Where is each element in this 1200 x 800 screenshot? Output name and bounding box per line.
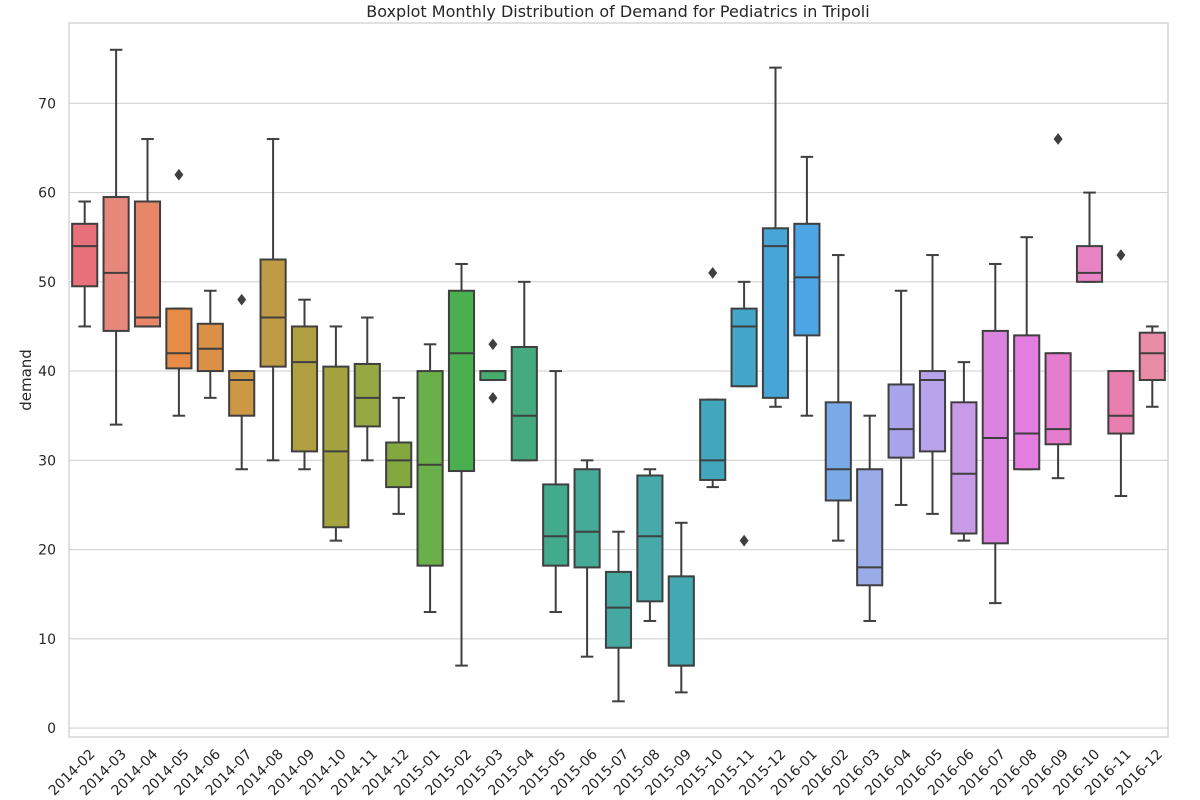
box-group bbox=[385, 396, 413, 515]
y-tick-label: 40 bbox=[38, 364, 56, 380]
box-iqr bbox=[1138, 331, 1166, 382]
box-group bbox=[510, 280, 538, 462]
box-group bbox=[196, 289, 224, 399]
y-axis-title: demand bbox=[17, 349, 35, 411]
box-iqr bbox=[71, 222, 99, 288]
box-iqr bbox=[1075, 245, 1104, 283]
box-group bbox=[290, 298, 319, 471]
box-group bbox=[259, 138, 287, 462]
box-group bbox=[667, 521, 695, 694]
y-tick-label: 10 bbox=[38, 632, 56, 648]
box-iqr bbox=[447, 289, 476, 473]
outlier-marker bbox=[708, 267, 718, 279]
box-group bbox=[824, 254, 852, 542]
box-group bbox=[322, 325, 350, 542]
outlier-marker bbox=[174, 168, 184, 181]
plot-frame bbox=[68, 22, 1169, 738]
box-group bbox=[416, 343, 444, 614]
box-group bbox=[793, 155, 821, 417]
box-iqr bbox=[133, 200, 162, 328]
y-tick-label: 70 bbox=[38, 96, 56, 112]
box-iqr bbox=[636, 474, 664, 603]
outlier-marker bbox=[237, 293, 247, 306]
box-iqr bbox=[322, 365, 350, 529]
box-group bbox=[1075, 191, 1104, 283]
box-group bbox=[699, 267, 727, 489]
box-iqr bbox=[196, 322, 224, 373]
box-group bbox=[887, 289, 915, 506]
y-tick-label: 50 bbox=[38, 275, 56, 291]
box-group bbox=[102, 48, 130, 426]
y-axis-ticks: 0 10 20 30 40 50 60 70 bbox=[38, 96, 56, 737]
box-iqr bbox=[793, 222, 821, 337]
box-iqr bbox=[573, 468, 601, 569]
box-group bbox=[133, 138, 162, 328]
box-iqr bbox=[1044, 352, 1072, 446]
box-series bbox=[71, 48, 1166, 703]
outlier-marker bbox=[1053, 133, 1063, 145]
box-iqr bbox=[887, 383, 915, 459]
box-group bbox=[1107, 249, 1135, 498]
y-tick-label: 0 bbox=[47, 721, 56, 737]
box-iqr bbox=[1013, 334, 1041, 471]
box-group bbox=[918, 254, 947, 515]
box-iqr bbox=[667, 575, 695, 667]
y-tick-label: 30 bbox=[38, 453, 56, 469]
chart-title: Boxplot Monthly Distribution of Demand f… bbox=[366, 2, 869, 21]
box-iqr bbox=[165, 307, 193, 370]
outlier-marker bbox=[739, 534, 749, 547]
box-iqr bbox=[604, 570, 633, 649]
box-iqr bbox=[950, 401, 978, 535]
box-group bbox=[71, 200, 99, 328]
box-iqr bbox=[479, 370, 507, 382]
box-iqr bbox=[1107, 370, 1135, 435]
box-group bbox=[447, 262, 476, 667]
box-group bbox=[542, 370, 570, 614]
outlier-marker bbox=[488, 338, 498, 351]
box-group bbox=[761, 66, 790, 408]
box-iqr bbox=[259, 258, 287, 368]
outlier-marker bbox=[1116, 249, 1126, 261]
y-tick-label: 20 bbox=[38, 543, 56, 559]
box-group bbox=[479, 338, 507, 404]
box-group bbox=[981, 262, 1009, 605]
box-group bbox=[604, 530, 633, 703]
y-tick-label: 60 bbox=[38, 186, 56, 202]
box-group bbox=[228, 293, 256, 471]
box-iqr bbox=[542, 483, 570, 567]
box-group bbox=[353, 316, 381, 462]
x-axis-ticks: 2014-022014-032014-042014-052014-062014-… bbox=[46, 746, 1166, 799]
box-iqr bbox=[510, 345, 538, 462]
box-group bbox=[165, 168, 193, 417]
box-iqr bbox=[290, 325, 319, 453]
box-group bbox=[1138, 325, 1166, 408]
box-iqr bbox=[228, 370, 256, 417]
box-iqr bbox=[856, 468, 884, 587]
box-group bbox=[573, 459, 601, 658]
box-iqr bbox=[761, 227, 790, 399]
box-group bbox=[1013, 236, 1041, 471]
box-iqr bbox=[699, 398, 727, 481]
box-iqr bbox=[102, 196, 130, 332]
box-iqr bbox=[353, 362, 381, 428]
box-iqr bbox=[918, 370, 947, 453]
box-iqr bbox=[416, 370, 444, 567]
outlier-marker bbox=[488, 392, 498, 404]
box-group bbox=[950, 361, 978, 542]
box-group bbox=[1044, 133, 1072, 480]
box-iqr bbox=[824, 401, 852, 502]
box-group bbox=[730, 280, 758, 547]
box-iqr bbox=[385, 441, 413, 489]
box-group bbox=[636, 468, 664, 622]
box-iqr bbox=[730, 307, 758, 388]
box-group bbox=[856, 414, 884, 622]
